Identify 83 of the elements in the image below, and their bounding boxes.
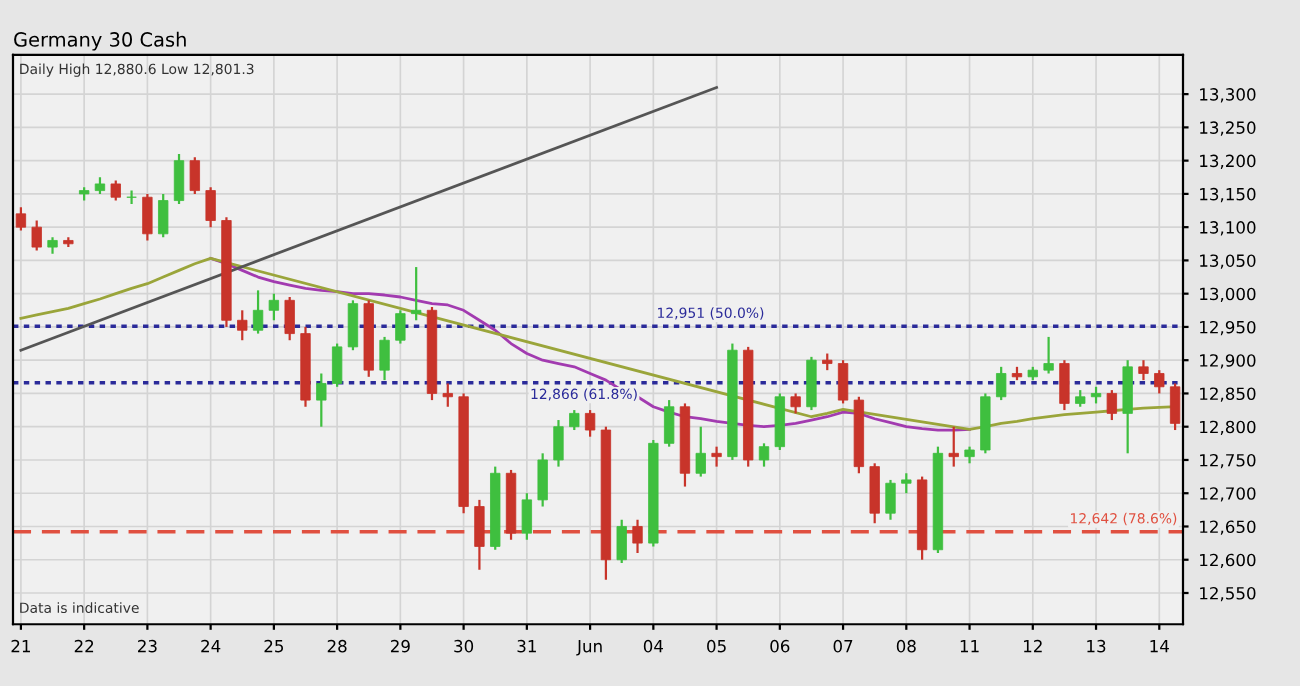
candlestick [205, 186, 216, 229]
candlestick [126, 189, 137, 205]
candlestick [663, 398, 675, 448]
x-tick-label: 14 [1150, 640, 1169, 653]
y-tick-label: 12,700 [1200, 487, 1256, 502]
x-tick-label: 07 [833, 639, 853, 653]
candlestick [31, 219, 42, 252]
candlestick [15, 206, 27, 232]
candlestick [837, 359, 849, 405]
x-tick-label: 29 [390, 639, 410, 653]
candlestick [1059, 359, 1070, 412]
x-tick-label: 04 [643, 639, 664, 653]
candlestick [632, 518, 643, 555]
candlestick [1154, 369, 1165, 395]
candlestick [948, 425, 959, 468]
candlestick [411, 265, 422, 322]
candlestick [442, 382, 453, 408]
x-tick-label: 30 [454, 639, 474, 653]
candlestick [537, 452, 548, 508]
y-tick-label: 13,200 [1200, 154, 1256, 169]
candlestick [885, 478, 896, 521]
y-tick-label: 13,000 [1200, 287, 1256, 302]
y-tick-label: 13,100 [1200, 221, 1256, 236]
y-tick-label: 12,750 [1200, 453, 1256, 469]
x-tick-label: 25 [264, 639, 284, 653]
x-tick-label: 13 [1087, 639, 1106, 653]
y-tick-label: 12,800 [1200, 420, 1256, 435]
candlestick [790, 392, 801, 415]
x-tick-label: 22 [74, 639, 94, 653]
candlestick [1106, 389, 1118, 422]
candlestick [316, 372, 327, 428]
candlestick [189, 156, 200, 196]
candlestick [284, 295, 295, 342]
candlestick [379, 335, 390, 382]
x-tick-label: 28 [327, 639, 347, 653]
x-tick-label: 11 [960, 640, 979, 653]
y-tick-label: 13,250 [1200, 121, 1256, 136]
candlestick [252, 289, 264, 335]
y-tick-label: 13,150 [1200, 187, 1256, 203]
candlestick [1169, 382, 1181, 432]
x-tick-label: 12 [1024, 639, 1042, 653]
x-tick-label: 24 [201, 639, 221, 653]
candlestick [1138, 359, 1149, 382]
candlestick [331, 342, 343, 388]
candlestick [521, 492, 533, 541]
y-tick-label: 12,550 [1200, 586, 1256, 602]
candlestick [395, 309, 406, 345]
x-tick-label: 08 [896, 639, 916, 653]
x-tick-label: Jun [576, 640, 602, 656]
candlestick [806, 355, 817, 412]
candlestick [1043, 335, 1054, 375]
candlestick [569, 408, 580, 432]
candlestick [901, 472, 912, 495]
candlestick [711, 445, 722, 468]
candlestick [347, 299, 359, 352]
candlestick [268, 292, 280, 322]
candlestick [553, 418, 564, 468]
x-tick-label: 31 [517, 639, 536, 653]
candlestick [158, 192, 169, 239]
candlestick [996, 365, 1007, 402]
y-tick-label: 12,850 [1200, 387, 1256, 402]
candlestick [474, 498, 485, 571]
candlestick [173, 152, 185, 205]
x-tick-label: 05 [707, 639, 726, 653]
candlestick [758, 442, 770, 468]
y-tick-label: 13,300 [1200, 88, 1256, 103]
y-tick-label: 13,050 [1200, 254, 1256, 269]
x-tick-label: 23 [138, 639, 157, 653]
candlestick [1122, 359, 1133, 455]
candlestick [869, 462, 880, 525]
x-tick-label: 06 [770, 639, 790, 653]
y-tick-label: 12,900 [1200, 354, 1256, 369]
candlestick [695, 425, 706, 478]
candlestick [584, 408, 596, 438]
candlestick [616, 518, 627, 565]
y-tick-label: 12,650 [1200, 520, 1256, 535]
chart-title: Germany 30 Cash [14, 31, 186, 51]
x-tick-label: 21 [11, 639, 30, 653]
y-tick-label: 12,600 [1200, 553, 1256, 569]
candlestick [110, 179, 121, 202]
candlestick [142, 192, 153, 242]
candlestick [237, 309, 248, 342]
y-tick-label: 12,950 [1200, 320, 1256, 336]
